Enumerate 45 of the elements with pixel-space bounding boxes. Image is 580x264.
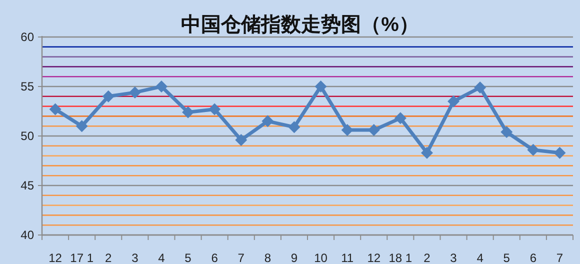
x-tick-label: 10 xyxy=(314,251,328,264)
x-tick-label: 8 xyxy=(264,251,272,264)
point xyxy=(448,95,460,108)
chart-title: 中国仓储指数走势图（%） xyxy=(181,14,419,36)
x-tick-label: 7 xyxy=(556,251,564,264)
x-tick-label: 11 xyxy=(341,251,354,264)
x-tick-label: 5 xyxy=(503,251,510,264)
point xyxy=(341,124,354,136)
y-tick-label: 40 xyxy=(20,228,34,242)
x-tick-label: 3 xyxy=(132,251,139,264)
point xyxy=(474,81,486,94)
x-tick-label: 2 xyxy=(105,251,112,264)
point xyxy=(155,80,168,92)
point xyxy=(49,103,62,116)
x-tick-label: 5 xyxy=(184,251,192,264)
y-tick-label: 50 xyxy=(20,129,34,143)
point xyxy=(262,115,274,128)
point xyxy=(128,86,141,98)
y-tick-label: 45 xyxy=(20,178,34,192)
point xyxy=(182,106,194,118)
y-tick-label: 60 xyxy=(20,30,34,44)
x-tick-label: 7 xyxy=(238,251,245,264)
point xyxy=(500,126,513,138)
x-tick-label: 17 1 xyxy=(70,251,94,264)
y-tick-label: 55 xyxy=(20,80,34,94)
point xyxy=(235,134,248,146)
x-tick-label: 4 xyxy=(158,251,166,264)
point xyxy=(554,146,566,159)
x-tick-label: 4 xyxy=(476,251,484,264)
point xyxy=(76,120,88,132)
point xyxy=(288,121,300,134)
point xyxy=(314,80,327,92)
x-tick-label: 18 1 xyxy=(388,251,412,264)
point xyxy=(394,112,406,124)
x-tick-label: 6 xyxy=(530,251,537,264)
point xyxy=(527,144,540,156)
point xyxy=(102,90,114,102)
x-tick-label: 9 xyxy=(290,251,298,264)
x-tick-label: 12 xyxy=(48,251,62,264)
point xyxy=(420,146,433,159)
x-tick-label: 3 xyxy=(450,251,458,264)
point xyxy=(208,103,221,116)
x-tick-label: 12 xyxy=(367,251,381,264)
x-tick-label: 2 xyxy=(424,251,431,264)
x-tick-label: 6 xyxy=(211,251,218,264)
